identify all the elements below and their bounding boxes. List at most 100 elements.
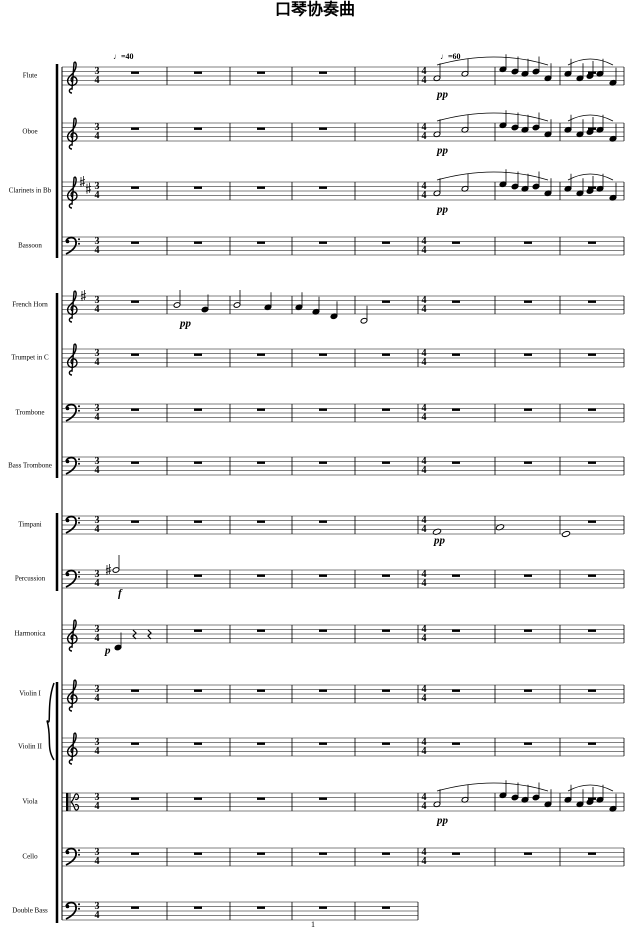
notehead [561, 530, 571, 538]
meter-top: 4 [422, 792, 427, 803]
meter-top: 3 [95, 66, 100, 77]
meter-bottom: 4 [422, 131, 427, 142]
whole-rest [194, 520, 202, 523]
meter-top: 3 [95, 295, 100, 306]
whole-rest [452, 689, 460, 692]
meter-bottom: 4 [422, 524, 427, 535]
bass-clef [65, 236, 77, 255]
meter-top: 4 [422, 624, 427, 635]
whole-rest [194, 629, 202, 632]
meter-bottom: 4 [422, 357, 427, 368]
instrument-name: Harmonica [14, 630, 46, 638]
whole-rest [194, 574, 202, 577]
whole-rest [382, 852, 390, 855]
whole-rest [319, 186, 327, 189]
whole-rest [257, 574, 265, 577]
whole-rest [257, 906, 265, 909]
whole-rest [382, 353, 390, 356]
instrument-name: Trumpet in C [11, 354, 49, 362]
whole-rest [131, 852, 139, 855]
meter-bottom: 4 [422, 746, 427, 757]
whole-rest [257, 520, 265, 523]
instrument-name: Timpani [18, 521, 42, 529]
whole-rest [588, 241, 596, 244]
whole-rest [131, 520, 139, 523]
bass-clef-dot [78, 575, 80, 578]
whole-rest [131, 797, 139, 800]
bass-clef-dot [78, 458, 80, 461]
whole-rest [452, 300, 460, 303]
whole-rest [588, 353, 596, 356]
whole-rest [131, 906, 139, 909]
treble-clef [67, 61, 78, 94]
whole-rest [382, 906, 390, 909]
whole-rest [319, 461, 327, 464]
meter-top: 4 [422, 66, 427, 77]
whole-rest [588, 300, 596, 303]
bass-clef-dot [65, 406, 70, 411]
sharp [79, 176, 86, 187]
whole-rest [319, 797, 327, 800]
dynamic: pp [436, 145, 449, 157]
whole-rest [194, 797, 202, 800]
meter-bottom: 4 [422, 801, 427, 812]
dynamic: pp [433, 535, 446, 547]
whole-rest [524, 629, 532, 632]
whole-rest [257, 353, 265, 356]
whole-rest [524, 574, 532, 577]
treble-clef [67, 343, 78, 376]
whole-rest [131, 71, 139, 74]
treble-clef [67, 732, 78, 765]
meter-bottom: 4 [95, 131, 100, 142]
meter-bottom: 4 [95, 190, 100, 201]
bass-clef-dot [78, 853, 80, 856]
whole-rest [131, 408, 139, 411]
meter-top: 4 [422, 847, 427, 858]
dynamic: p [104, 645, 111, 657]
instrument-name: Cello [22, 853, 38, 861]
whole-rest [452, 574, 460, 577]
whole-rest [257, 852, 265, 855]
instrument-name: Bass Trombone [8, 462, 52, 470]
whole-rest [524, 461, 532, 464]
whole-rest [131, 186, 139, 189]
whole-rest [524, 408, 532, 411]
bass-clef-dot [78, 849, 80, 852]
whole-rest [524, 852, 532, 855]
whole-rest [257, 797, 265, 800]
rest [147, 629, 152, 640]
instrument-name: French Horn [12, 301, 48, 309]
meter-top: 4 [422, 737, 427, 748]
meter-top: 3 [95, 569, 100, 580]
meter-top: 3 [95, 901, 100, 912]
whole-rest [524, 241, 532, 244]
meter-bottom: 4 [422, 304, 427, 315]
whole-rest [194, 408, 202, 411]
meter-top: 3 [95, 403, 100, 414]
whole-rest [319, 629, 327, 632]
whole-rest [588, 797, 596, 800]
whole-rest [452, 461, 460, 464]
bass-clef-dot [65, 518, 70, 523]
meter-bottom: 4 [95, 856, 100, 867]
meter-bottom: 4 [422, 465, 427, 476]
whole-rest [452, 629, 460, 632]
slur [436, 171, 549, 181]
meter-bottom: 4 [95, 801, 100, 812]
slur [567, 784, 614, 792]
meter-top: 4 [422, 122, 427, 133]
bass-clef-dot [78, 462, 80, 465]
meter-bottom: 4 [422, 412, 427, 423]
whole-rest [194, 906, 202, 909]
meter-bottom: 4 [95, 910, 100, 921]
whole-rest [257, 629, 265, 632]
bass-clef [65, 901, 77, 920]
whole-rest [319, 353, 327, 356]
bass-clef-dot [65, 459, 70, 464]
meter-bottom: 4 [95, 75, 100, 86]
whole-rest [257, 186, 265, 189]
meter-bottom: 4 [422, 856, 427, 867]
meter-bottom: 4 [95, 412, 100, 423]
whole-rest [131, 689, 139, 692]
